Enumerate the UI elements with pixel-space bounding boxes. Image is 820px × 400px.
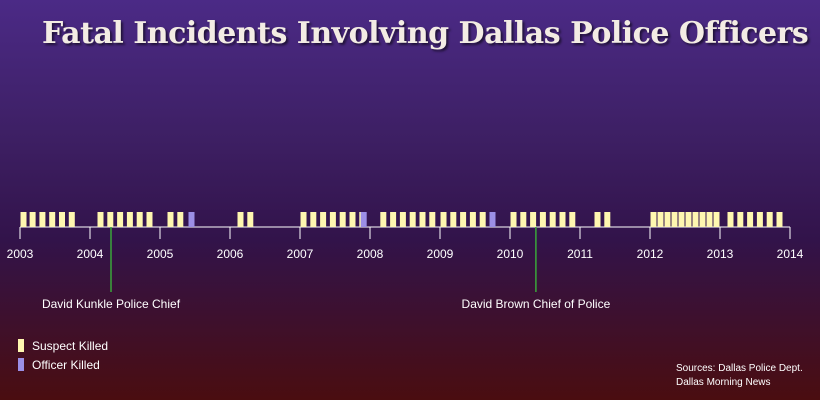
suspect-killed-mark [320,212,327,227]
officer-killed-mark [489,212,496,227]
suspect-killed-mark [657,212,664,227]
suspect-killed-mark [520,212,527,227]
suspect-killed-mark [650,212,657,227]
officer-killed-mark [360,212,367,227]
suspect-killed-mark [479,212,486,227]
suspect-killed-mark [440,212,447,227]
suspect-killed-mark [136,212,143,227]
suspect-killed-mark [671,212,678,227]
suspect-killed-mark [756,212,763,227]
x-tick-label: 2005 [147,247,174,261]
suspect-killed-mark [706,212,713,227]
legend: Suspect Killed Officer Killed [18,336,108,374]
suspect-killed-mark [678,212,685,227]
suspect-killed-mark [429,212,436,227]
suspect-killed-mark [594,212,601,227]
suspect-killed-mark [390,212,397,227]
suspect-killed-mark [776,212,783,227]
suspect-killed-mark [20,212,27,227]
suspect-killed-mark [530,212,537,227]
suspect-killed-mark [380,212,387,227]
x-tick-label: 2010 [497,247,524,261]
suspect-killed-mark [747,212,754,227]
suspect-killed-mark [664,212,671,227]
legend-label-officer: Officer Killed [32,357,100,372]
legend-item-suspect: Suspect Killed [18,336,108,355]
suspect-killed-mark [737,212,744,227]
legend-swatch-suspect [18,339,24,352]
legend-item-officer: Officer Killed [18,355,108,374]
suspect-killed-mark [510,212,517,227]
suspect-killed-mark [107,212,114,227]
suspect-killed-mark [604,212,611,227]
suspect-killed-mark [460,212,467,227]
suspect-killed-mark [685,212,692,227]
suspect-killed-mark [409,212,416,227]
x-tick-label: 2012 [637,247,664,261]
x-tick-label: 2004 [77,247,104,261]
suspect-killed-mark [539,212,546,227]
legend-label-suspect: Suspect Killed [32,338,109,353]
suspect-killed-mark [117,212,124,227]
x-tick-label: 2006 [217,247,244,261]
annotation-label: David Brown Chief of Police [462,297,611,311]
suspect-killed-mark [146,212,153,227]
suspect-killed-mark [713,212,720,227]
x-tick-label: 2007 [287,247,314,261]
suspect-killed-mark [419,212,426,227]
suspect-killed-mark [68,212,75,227]
suspect-killed-mark [766,212,773,227]
suspect-killed-mark [49,212,56,227]
suspect-killed-mark [39,212,46,227]
suspect-killed-mark [699,212,706,227]
suspect-killed-mark [310,212,317,227]
suspect-killed-mark [569,212,576,227]
x-tick-label: 2009 [427,247,454,261]
suspect-killed-mark [692,212,699,227]
x-tick-label: 2008 [357,247,384,261]
suspect-killed-mark [469,212,476,227]
suspect-killed-mark [559,212,566,227]
suspect-killed-mark [177,212,184,227]
x-tick-label: 2003 [7,247,34,261]
suspect-killed-mark [339,212,346,227]
suspect-killed-mark [97,212,104,227]
suspect-killed-mark [59,212,65,227]
source-line-2: Dallas Morning News [676,377,771,388]
source-line-1: Sources: Dallas Police Dept. [676,363,803,374]
suspect-killed-mark [399,212,406,227]
suspect-killed-mark [300,212,307,227]
suspect-killed-mark [329,212,336,227]
suspect-killed-mark [126,212,133,227]
suspect-killed-mark [167,212,174,227]
chart-title: Fatal Incidents Involving Dallas Police … [42,16,809,51]
suspect-killed-mark [29,212,36,227]
x-tick-label: 2013 [707,247,734,261]
legend-swatch-officer [18,358,24,371]
suspect-killed-mark [247,212,254,227]
x-tick-label: 2011 [567,247,593,261]
source-note: Sources: Dallas Police Dept. Dallas Morn… [676,362,803,390]
suspect-killed-mark [450,212,457,227]
annotation-label: David Kunkle Police Chief [42,297,181,311]
x-tick-label: 2014 [777,247,804,261]
suspect-killed-mark [727,212,734,227]
officer-killed-mark [188,212,195,227]
suspect-killed-mark [349,212,356,227]
suspect-killed-mark [237,212,244,227]
suspect-killed-mark [549,212,556,227]
